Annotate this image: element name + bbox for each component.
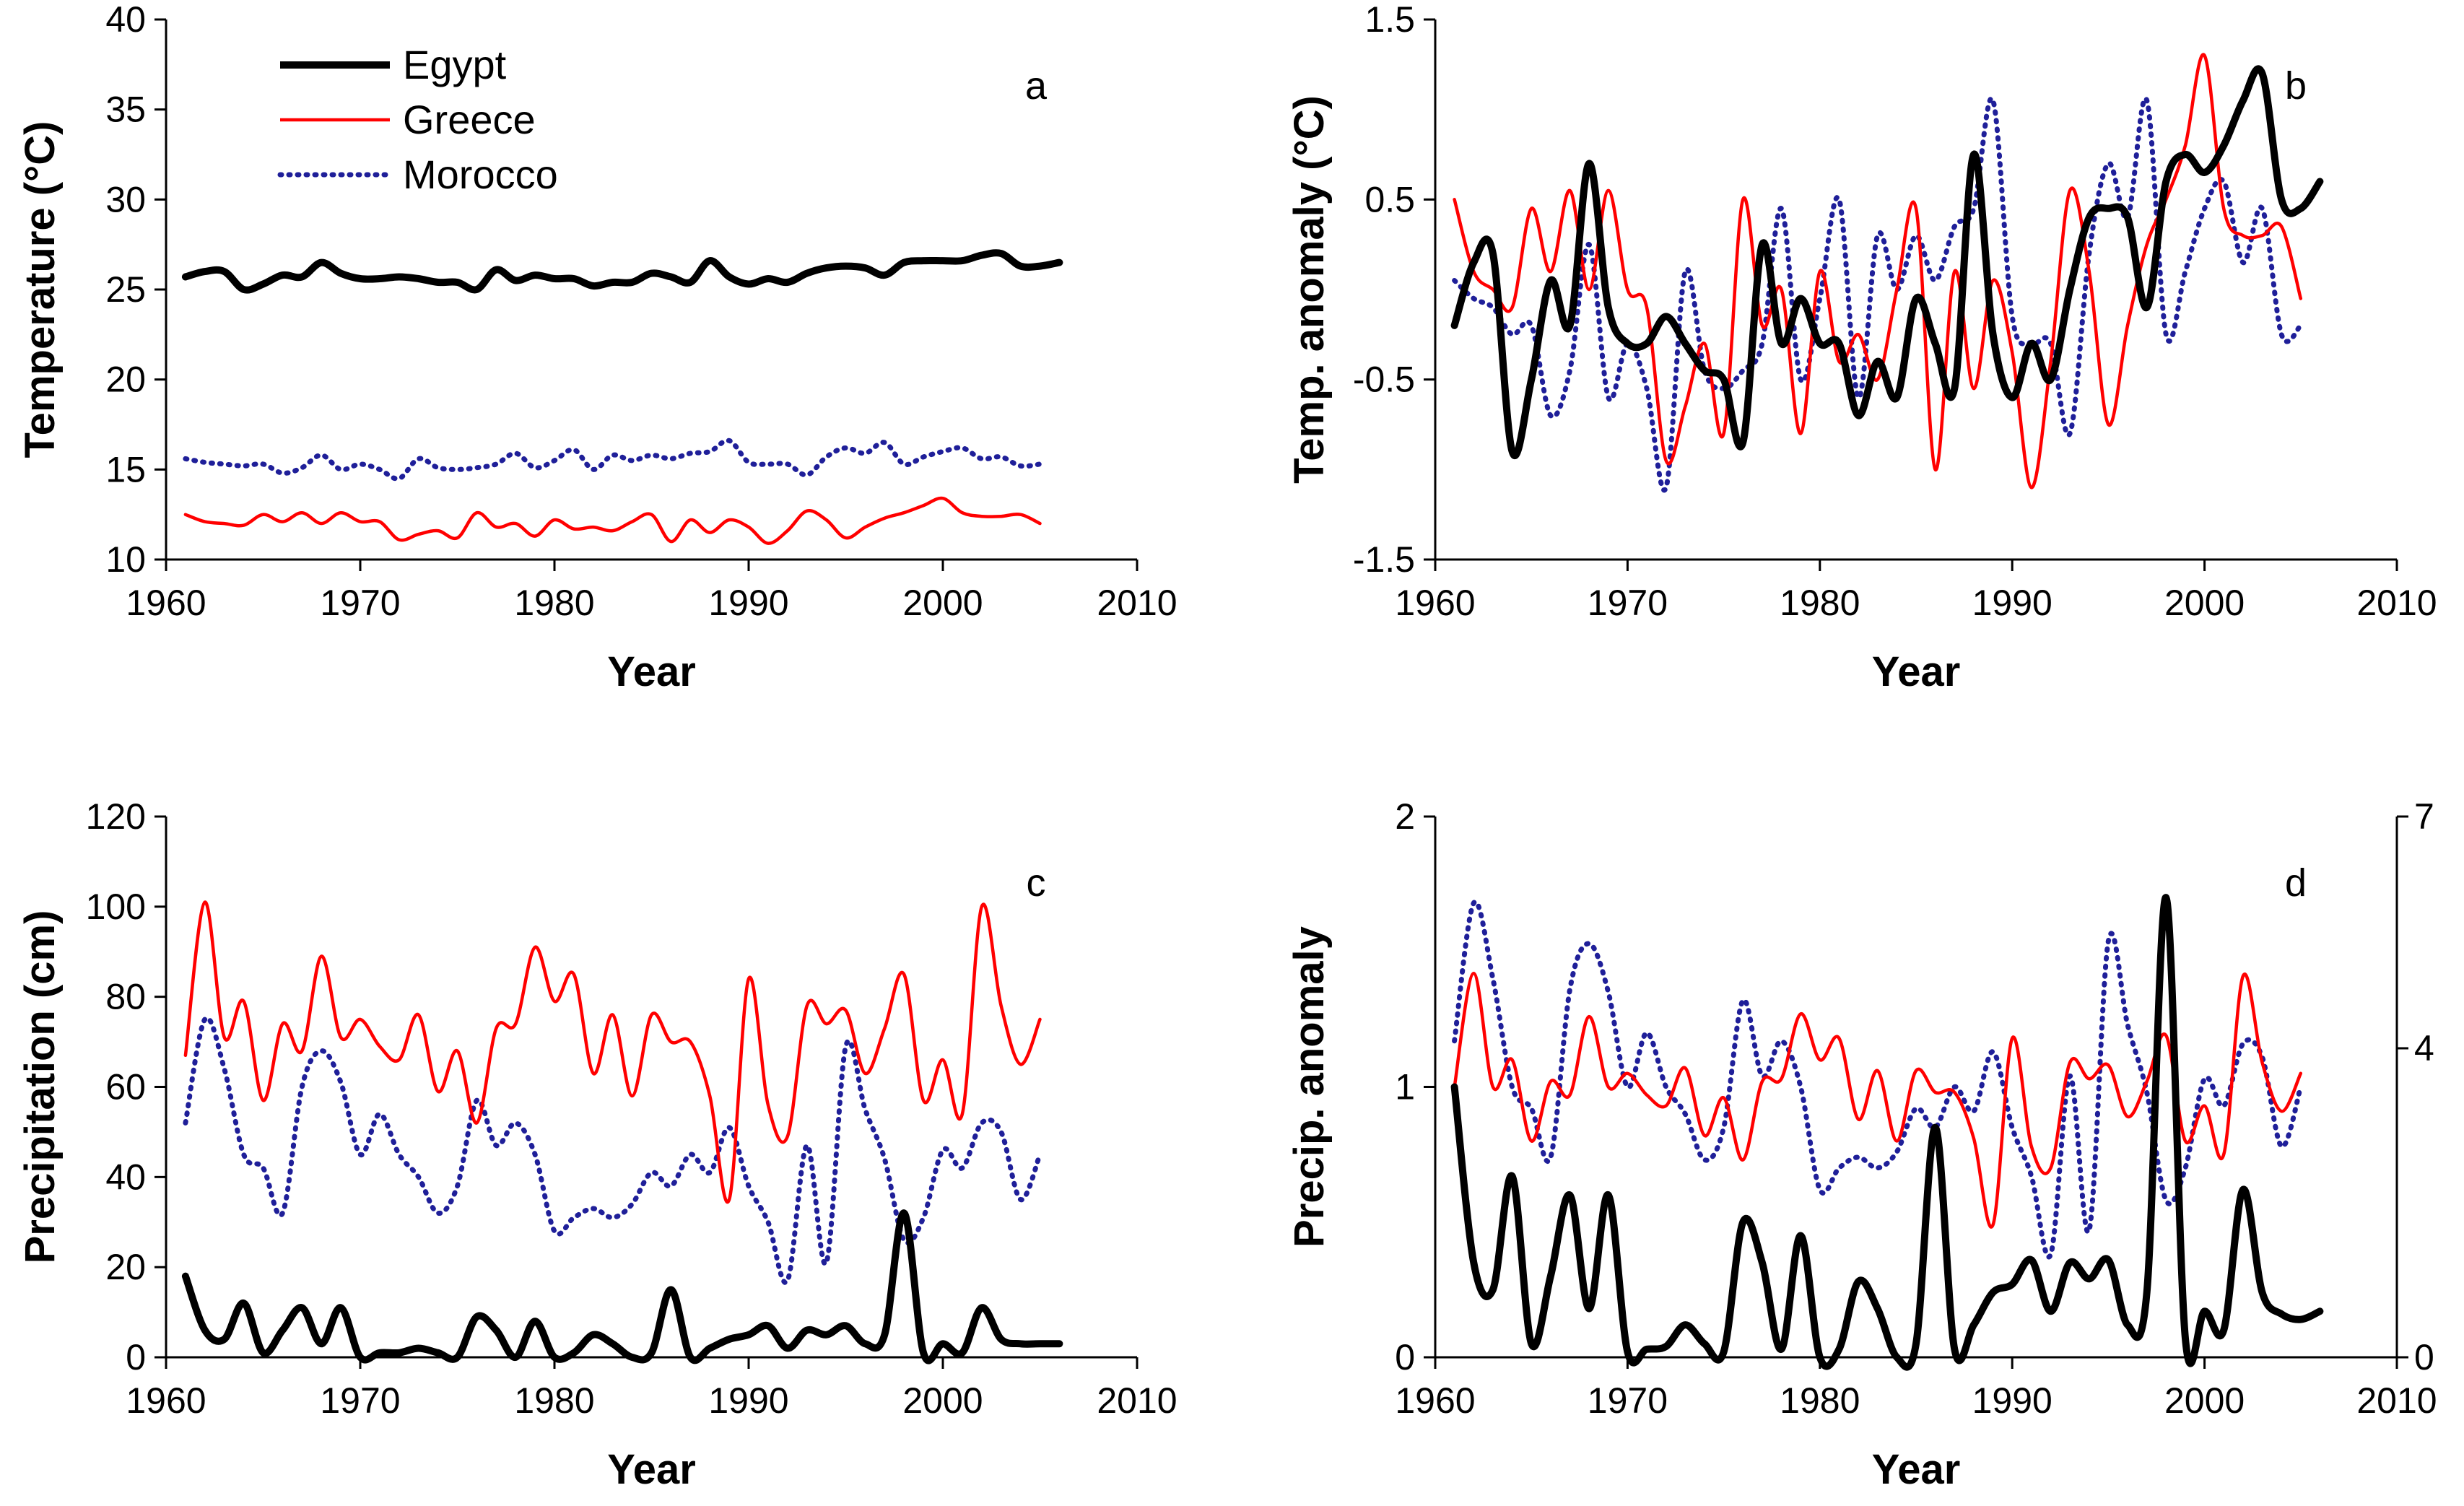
y-tick-label: 40 <box>105 1157 146 1197</box>
x-tick-label: 2000 <box>902 1380 983 1421</box>
y-tick-label: 120 <box>86 796 146 837</box>
series-line-morocco <box>1452 95 2304 493</box>
x-tick-label: 1980 <box>514 1380 594 1421</box>
x-tick-label: 2010 <box>1097 1380 1177 1421</box>
x-axis-title: Year <box>607 1446 696 1493</box>
series-line-morocco <box>183 1015 1042 1285</box>
x-tick-label: 1960 <box>126 1380 206 1421</box>
panel-label: b <box>2285 64 2307 108</box>
y-tick-label: 0.5 <box>1364 179 1415 219</box>
x-tick-label: 2000 <box>902 583 983 623</box>
legend-label-egypt: Egypt <box>403 42 507 87</box>
series-line-egypt <box>1450 65 2324 460</box>
panel-label: d <box>2285 861 2307 905</box>
x-tick-label: 1990 <box>1972 583 2052 623</box>
x-tick-label: 1990 <box>708 1380 788 1421</box>
panel-a: 1960 1970 1980 1990 2000 201010152025303540Ye… <box>17 0 1177 695</box>
x-tick-label: 1960 <box>1395 1380 1475 1421</box>
x-tick-label: 1990 <box>708 583 788 623</box>
x-tick-label: 1960 <box>1395 583 1475 623</box>
y-tick-label: 1.5 <box>1364 0 1415 40</box>
y-tick-label: 0 <box>1395 1337 1415 1377</box>
x-tick-label: 1970 <box>1588 583 1668 623</box>
y-axis-title: Temperature (°C) <box>17 121 64 458</box>
y-tick-label: 15 <box>105 449 146 489</box>
series-line-greece <box>183 496 1042 545</box>
y-axis-title: Precipitation (cm) <box>17 910 64 1264</box>
y-right-tick-label: 4 <box>2414 1028 2434 1068</box>
x-tick-label: 2010 <box>2356 1380 2437 1421</box>
x-tick-label: 1990 <box>1972 1380 2052 1421</box>
panel-d: 1960 1970 1980 1990 2000 2010012047YearPrecip… <box>1286 796 2437 1493</box>
x-tick-label: 1980 <box>1780 1380 1860 1421</box>
panel-b: 1960 1970 1980 1990 2000 2010 -1.5 -0.5 0.5 1.5 Ye… <box>1286 0 2437 695</box>
y-tick-label: -0.5 <box>1353 360 1415 400</box>
x-tick-label: 1960 <box>126 583 206 623</box>
series-line-greece <box>1453 53 2303 489</box>
y-tick-label: 35 <box>105 90 146 130</box>
y-tick-label: 20 <box>105 1247 146 1287</box>
y-tick-label: 30 <box>105 179 146 219</box>
x-tick-label: 1980 <box>514 583 594 623</box>
x-axis-title: Year <box>1872 648 1961 695</box>
y-axis-title: Precip. anomaly <box>1286 926 1333 1248</box>
x-tick-label: 1980 <box>1780 583 1860 623</box>
x-axis-title: Year <box>607 648 696 695</box>
y-tick-label: 100 <box>86 887 146 927</box>
y-right-tick-label: 0 <box>2414 1337 2434 1377</box>
series-line-greece <box>1453 971 2303 1229</box>
series-line-greece <box>183 900 1042 1204</box>
y-tick-label: 0 <box>126 1337 146 1377</box>
y-tick-label: 25 <box>105 269 146 310</box>
panel-c: 1960 1970 1980 1990 2000 2010 0 20 40 60 80 100 120 Y… <box>17 796 1177 1493</box>
y-tick-label: -1.5 <box>1353 539 1415 580</box>
legend-label-morocco: Morocco <box>403 152 558 197</box>
y-tick-label: 10 <box>105 539 146 580</box>
x-tick-label: 1970 <box>1588 1380 1668 1421</box>
y-axis-title: Temp. anomaly (°C) <box>1286 95 1333 484</box>
x-tick-label: 2000 <box>2164 1380 2245 1421</box>
x-tick-label: 2010 <box>2356 583 2437 623</box>
series-line-egypt <box>1450 894 2324 1371</box>
y-tick-label: 1 <box>1395 1067 1415 1107</box>
x-tick-label: 1970 <box>320 1380 400 1421</box>
x-tick-label: 2010 <box>1097 583 1177 623</box>
x-tick-label: 1970 <box>320 583 400 623</box>
legend-label-greece: Greece <box>403 97 536 142</box>
y-tick-label: 60 <box>105 1067 146 1107</box>
y-tick-label: 40 <box>105 0 146 40</box>
panel-label: a <box>1025 64 1048 108</box>
y-tick-label: 20 <box>105 360 146 400</box>
y-tick-label: 2 <box>1395 796 1415 837</box>
x-axis-title: Year <box>1872 1446 1961 1493</box>
series-line-egypt <box>181 1209 1063 1364</box>
legend: Egypt Greece Morocco <box>277 42 558 197</box>
y-tick-label: 80 <box>105 977 146 1017</box>
panel-label: c <box>1027 861 1046 905</box>
y-right-tick-label: 7 <box>2414 796 2434 837</box>
series-line-egypt <box>181 249 1063 294</box>
x-tick-label: 2000 <box>2164 583 2245 623</box>
series-line-morocco <box>183 438 1042 482</box>
